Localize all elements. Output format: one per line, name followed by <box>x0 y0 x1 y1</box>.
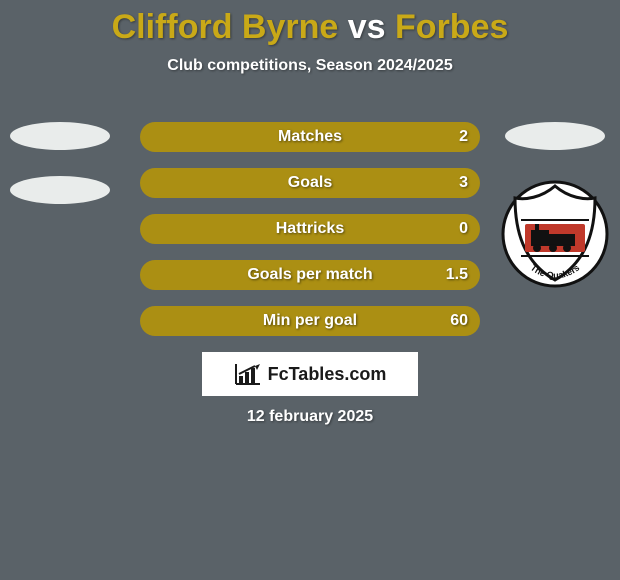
stat-bar: Goals per match 1.5 <box>140 260 480 290</box>
placeholder-ellipse <box>10 122 110 150</box>
stat-bar-value: 0 <box>459 220 468 238</box>
club-crest-icon: The Quakers <box>501 180 609 288</box>
stat-bar-label: Min per goal <box>263 312 357 330</box>
title-vs: vs <box>348 8 386 46</box>
stat-bar-label: Goals <box>288 174 332 192</box>
title-player2: Forbes <box>395 8 508 46</box>
brand-box: FcTables.com <box>202 352 418 396</box>
placeholder-ellipse <box>505 122 605 150</box>
stat-bar-value: 3 <box>459 174 468 192</box>
stat-bar: Min per goal 60 <box>140 306 480 336</box>
left-placeholder-column <box>10 122 110 230</box>
page-title: Clifford Byrne vs Forbes <box>0 0 620 47</box>
title-player1: Clifford Byrne <box>112 8 339 46</box>
stat-bars: Matches 2 Goals 3 Hattricks 0 Goals per match 1… <box>140 122 480 352</box>
bar-chart-icon <box>234 362 262 386</box>
stat-bar-label: Hattricks <box>276 220 344 238</box>
brand-text: FcTables.com <box>268 364 387 385</box>
right-column: The Quakers <box>500 122 610 288</box>
stat-bar-value: 2 <box>459 128 468 146</box>
subtitle: Club competitions, Season 2024/2025 <box>0 57 620 75</box>
date-text: 12 february 2025 <box>0 408 620 426</box>
stat-bar-label: Matches <box>278 128 342 146</box>
placeholder-ellipse <box>10 176 110 204</box>
stat-bar-label: Goals per match <box>247 266 372 284</box>
stat-bar: Hattricks 0 <box>140 214 480 244</box>
stat-bar: Goals 3 <box>140 168 480 198</box>
stat-bar-value: 60 <box>450 312 468 330</box>
stat-bar: Matches 2 <box>140 122 480 152</box>
stat-bar-value: 1.5 <box>446 266 468 284</box>
